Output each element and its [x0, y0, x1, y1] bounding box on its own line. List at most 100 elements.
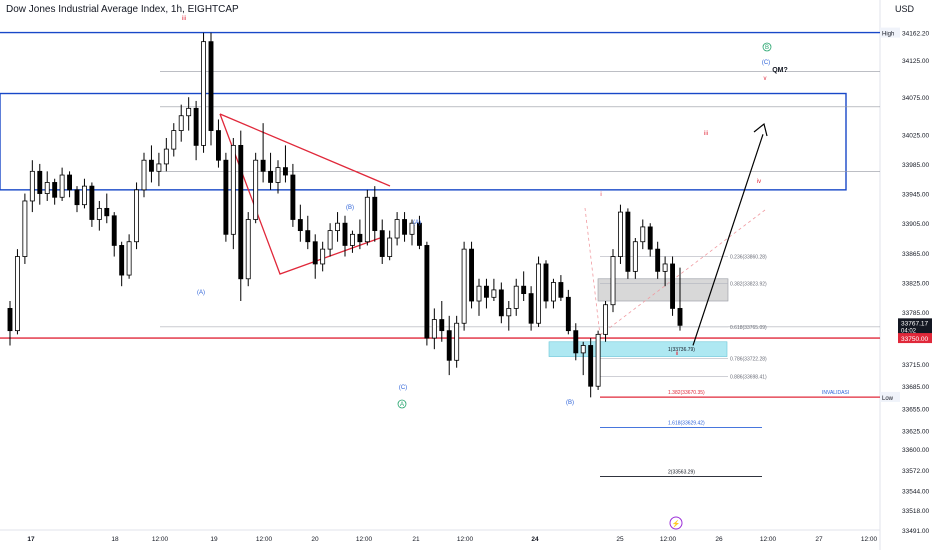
wave-label: (C): [762, 60, 770, 66]
fib-zone: [548, 341, 728, 357]
grey-zone: [597, 278, 729, 302]
wave-label: (C): [399, 385, 407, 391]
candle-body: [44, 182, 50, 194]
wave-label: ii: [676, 351, 679, 357]
wave-label-circle: [762, 42, 772, 52]
candle-body: [268, 170, 274, 183]
price-tick-label: 33491.00: [902, 528, 929, 535]
fib-level-label: 0.236(33860.28): [730, 254, 767, 260]
candle-body: [52, 182, 58, 198]
candle-body: [565, 296, 571, 332]
time-tick-label: 26: [715, 536, 723, 543]
time-tick-label: 20: [311, 536, 319, 543]
support-price-badge: [898, 333, 932, 344]
price-tick-label: 33825.00: [902, 280, 929, 287]
extension-label: 2(33563.29): [668, 469, 695, 475]
candle-body: [640, 226, 646, 243]
candle-body: [357, 233, 363, 243]
candle-body: [22, 200, 28, 257]
candle-body: [394, 219, 400, 239]
wave-label: iv: [757, 179, 761, 185]
wave-label: QM?: [772, 67, 788, 74]
fib-level-label: 0.786(33722.28): [730, 357, 767, 363]
time-tick-label: 12:00: [356, 536, 373, 543]
time-tick-label: 19: [210, 536, 218, 543]
triangle-lower: [219, 113, 381, 275]
candle-body: [230, 144, 236, 235]
triangle-upper: [219, 113, 391, 187]
price-tick-label: 33985.00: [902, 162, 929, 169]
candle-body: [104, 207, 110, 217]
chart-title: Dow Jones Industrial Average Index, 1h, …: [6, 4, 239, 15]
price-tick-label: 34025.00: [902, 132, 929, 139]
candle-body: [134, 189, 140, 243]
support-price-value: 33750.00: [901, 336, 928, 343]
candle-body: [156, 163, 162, 172]
candle-body: [320, 248, 326, 265]
candle-body: [305, 230, 311, 243]
candle-body: [647, 226, 653, 250]
price-tick-label: 33655.00: [902, 406, 929, 413]
price-tick-label: 33544.00: [902, 489, 929, 496]
candle-body: [588, 345, 594, 387]
candle-body: [513, 285, 519, 309]
candle-body: [275, 167, 281, 183]
last-price-value: 33767.17: [901, 320, 928, 327]
wave-label: v: [764, 76, 767, 82]
candle-body: [483, 285, 489, 298]
candle-body: [342, 222, 348, 246]
candle-body: [81, 185, 87, 206]
resistance-box: [0, 92, 847, 191]
candle-body: [610, 256, 616, 306]
candle-body: [297, 219, 303, 232]
extension-label: 1.618(33629.42): [668, 420, 705, 426]
candle-body: [215, 130, 221, 161]
fib-trendline-2: [584, 207, 601, 336]
wave-label: B: [765, 45, 769, 51]
time-tick-label: 25: [616, 536, 624, 543]
wave-label: (A): [197, 290, 205, 296]
candle-body: [506, 308, 512, 317]
candle-body: [446, 330, 452, 361]
candle-body: [186, 107, 192, 117]
candle-body: [416, 222, 422, 246]
candle-body: [625, 211, 631, 272]
price-tick-label: 33572.00: [902, 468, 929, 475]
high-tag-bg: [880, 27, 900, 38]
candle-body: [223, 159, 229, 235]
wave-label: iii: [182, 16, 186, 22]
candle-body: [67, 174, 73, 191]
candle-body: [141, 159, 147, 191]
fib-level-label: 0.382(33823.92): [730, 281, 767, 287]
candle-body: [349, 233, 355, 246]
candle-body: [580, 345, 586, 354]
high-tag-label: High: [882, 32, 894, 38]
candle-body: [402, 219, 408, 235]
time-tick-label: 12:00: [457, 536, 474, 543]
wave-label: A: [400, 402, 404, 408]
fib-tag-label: 1(33736.79): [668, 347, 695, 353]
candle-body: [59, 174, 65, 198]
price-tick-label: 34125.00: [902, 58, 929, 65]
candle-body: [29, 170, 35, 202]
candle-body: [617, 211, 623, 257]
candle-body: [89, 185, 95, 220]
candle-body: [476, 285, 482, 302]
candle-body: [387, 237, 393, 257]
invalidation-label: INVALIDASI: [822, 390, 849, 396]
countdown-value: 04:02: [901, 328, 917, 334]
candle-body: [96, 207, 102, 220]
candle-body: [364, 196, 370, 243]
candle-body: [662, 263, 668, 272]
candle-body: [193, 107, 199, 146]
candle-body: [171, 130, 177, 150]
price-tick-label: 33715.00: [902, 362, 929, 369]
candle-body: [655, 248, 661, 272]
candle-body: [409, 222, 415, 235]
candle-body: [208, 41, 214, 131]
candle-body: [245, 219, 251, 280]
candle-body: [148, 159, 154, 172]
currency-label[interactable]: USD: [894, 4, 914, 14]
candle-body: [282, 167, 288, 176]
